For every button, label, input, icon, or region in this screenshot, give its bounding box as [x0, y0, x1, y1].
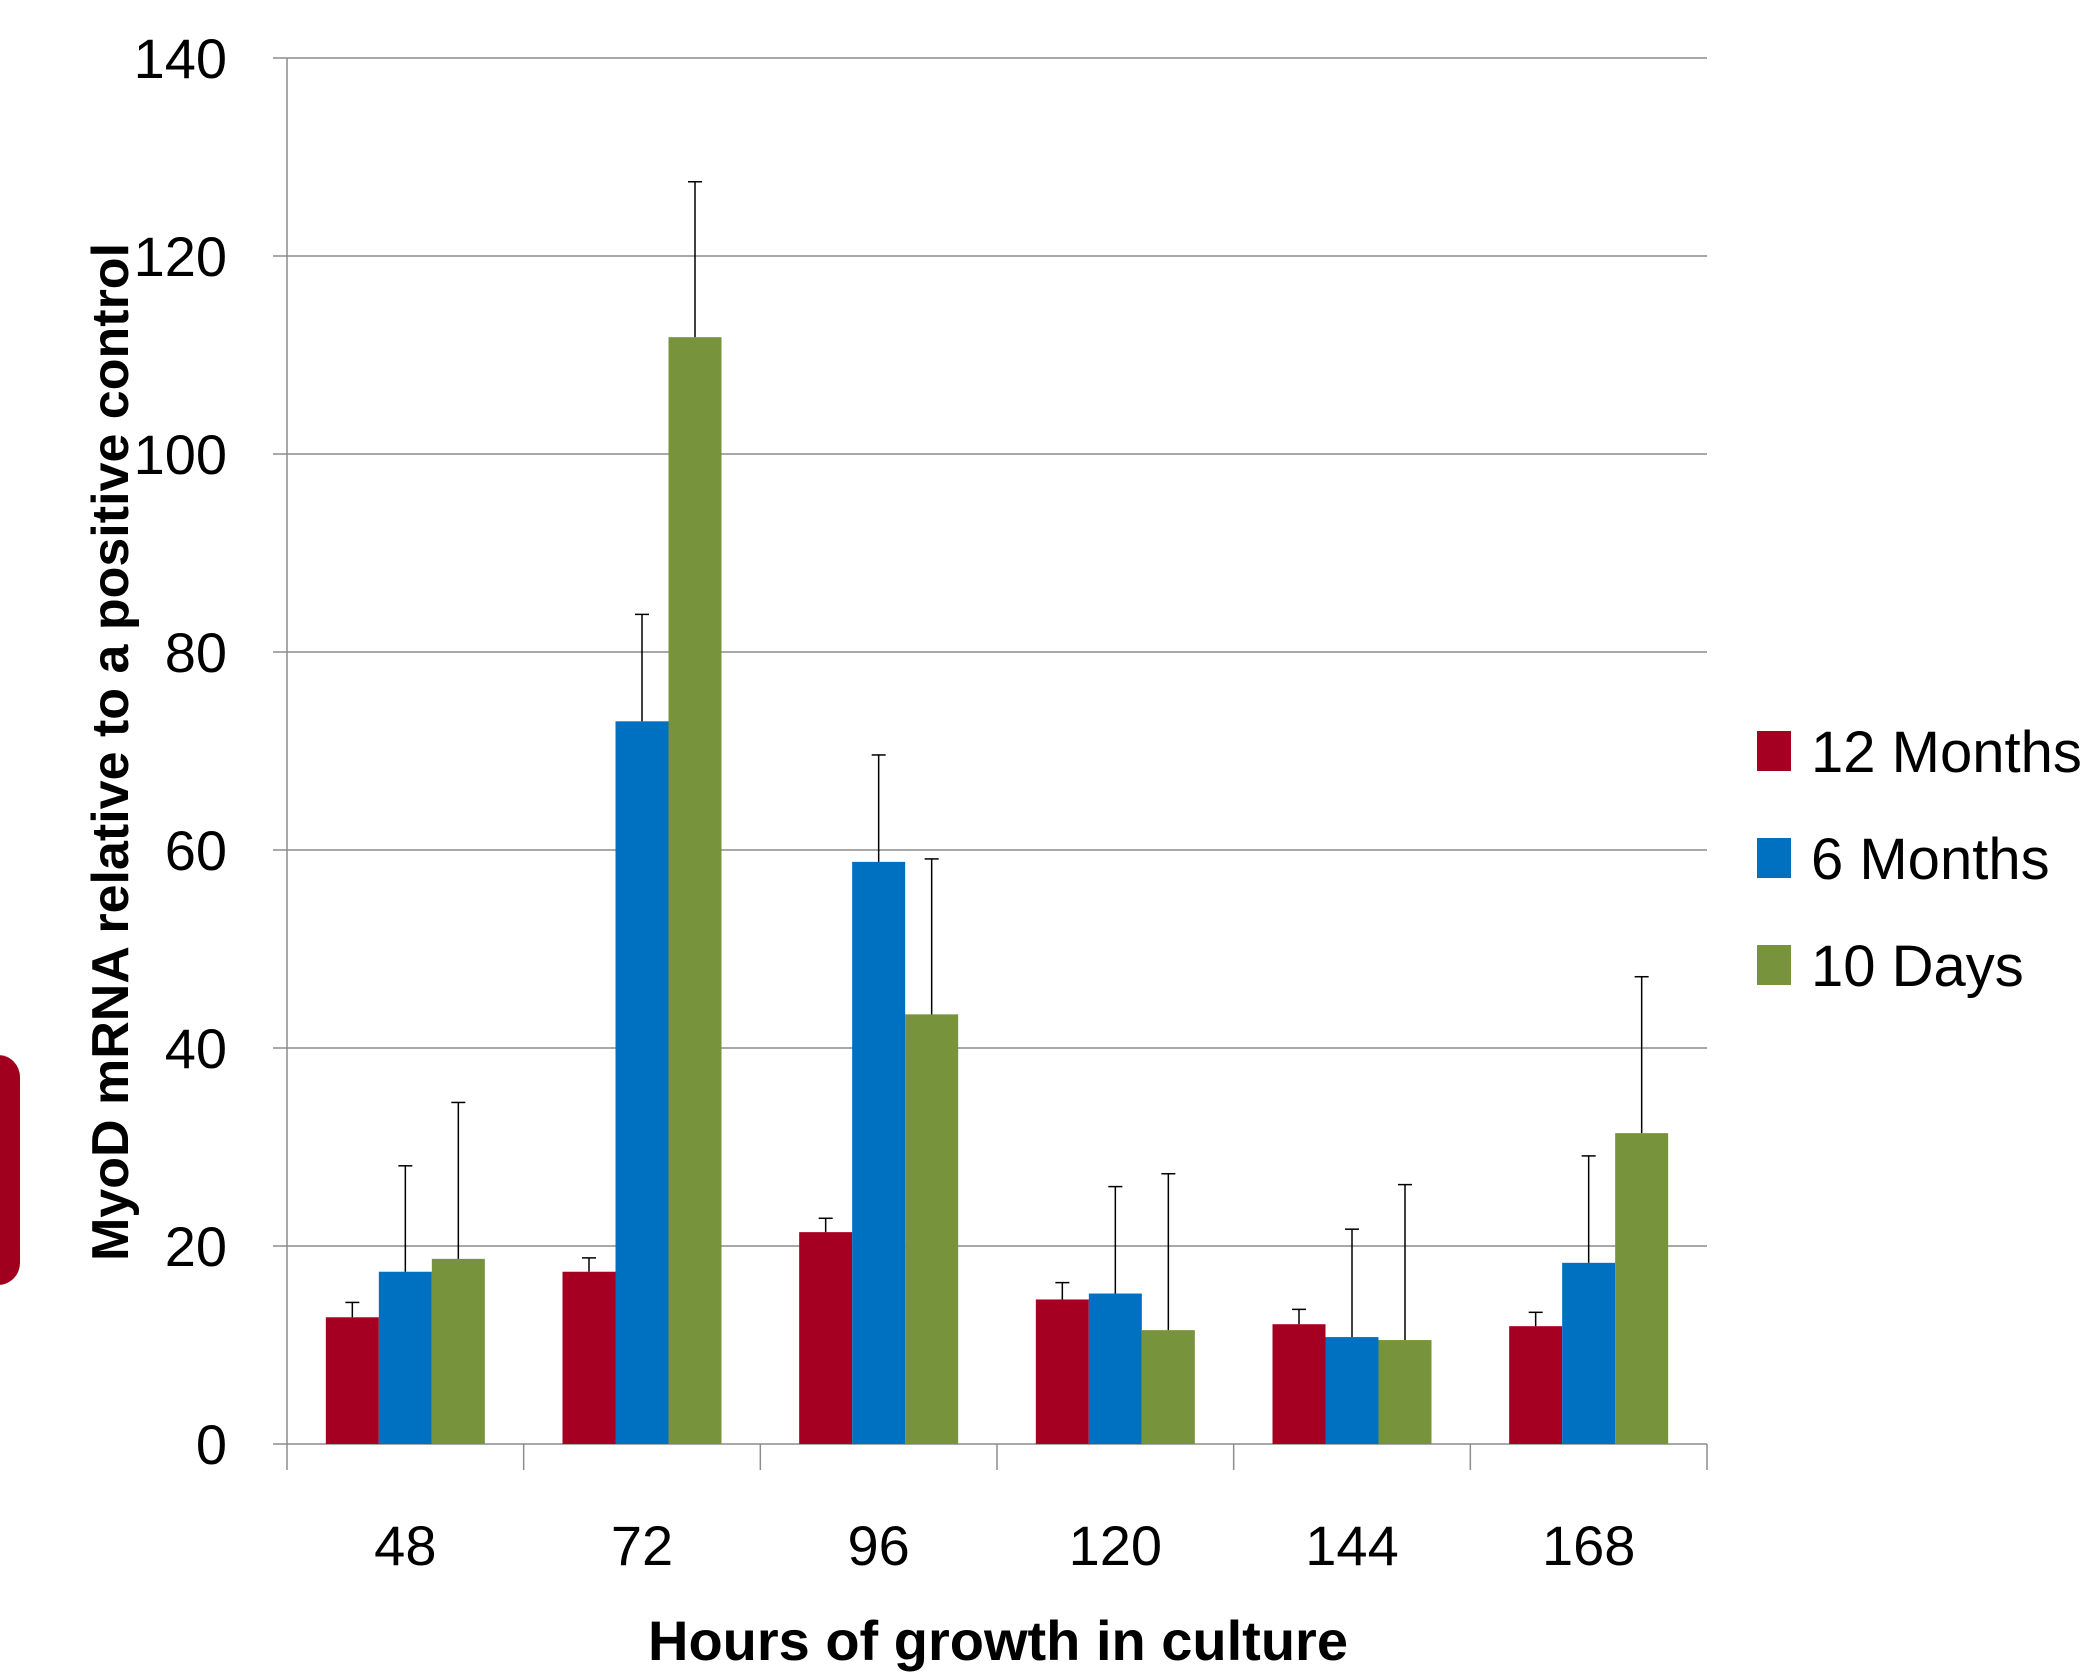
bar-10-days-48 — [431, 1258, 485, 1444]
y-axis-title: MyoD mRNA relative to a positive control — [82, 243, 140, 1261]
y-tick-label-80: 80 — [165, 621, 227, 684]
x-tick-label-144: 144 — [1305, 1514, 1398, 1577]
bar-6-months-120 — [1088, 1293, 1142, 1444]
x-tick-label-96: 96 — [848, 1514, 910, 1577]
bar-12-months-120 — [1035, 1299, 1089, 1444]
legend-label-10-days: 10 Days — [1811, 934, 2024, 999]
bar-6-months-168 — [1562, 1262, 1616, 1444]
bar-12-months-96 — [799, 1232, 853, 1444]
legend-swatch-10-days — [1757, 945, 1791, 985]
bar-10-days-72 — [668, 337, 722, 1445]
bars — [325, 337, 1669, 1445]
x-axis-title: Hours of growth in culture — [648, 1609, 1348, 1672]
legend: 12 Months 6 Months 10 Days — [1757, 720, 2082, 999]
bar-12-months-168 — [1509, 1326, 1563, 1444]
bar-6-months-72 — [615, 721, 669, 1444]
y-tick-label-0: 0 — [196, 1413, 227, 1476]
y-tick-label-140: 140 — [134, 27, 227, 90]
legend-swatch-6-months — [1757, 838, 1791, 878]
legend-label-12-months: 12 Months — [1811, 720, 2082, 785]
gridlines — [287, 57, 1707, 1247]
bar-10-days-144 — [1378, 1340, 1432, 1444]
bar-12-months-72 — [562, 1271, 616, 1444]
bar-10-days-96 — [905, 1014, 959, 1444]
legend-label-6-months: 6 Months — [1811, 827, 2050, 892]
side-tab-decoration — [0, 1055, 20, 1285]
x-tick-labels: 48 72 96 120 144 168 — [374, 1514, 1635, 1577]
bar-6-months-144 — [1325, 1337, 1379, 1444]
bar-12-months-48 — [325, 1317, 379, 1444]
y-tick-label-20: 20 — [165, 1215, 227, 1278]
x-tick-label-120: 120 — [1069, 1514, 1162, 1577]
bar-6-months-48 — [378, 1271, 432, 1444]
axes — [273, 57, 1708, 1470]
x-tick-label-72: 72 — [611, 1514, 673, 1577]
x-tick-label-48: 48 — [374, 1514, 436, 1577]
bar-10-days-168 — [1615, 1133, 1669, 1444]
bar-10-days-120 — [1141, 1330, 1195, 1444]
bar-12-months-144 — [1272, 1324, 1326, 1444]
y-tick-label-100: 100 — [134, 423, 227, 486]
x-tick-label-168: 168 — [1542, 1514, 1635, 1577]
bar-6-months-96 — [852, 861, 906, 1444]
y-tick-label-60: 60 — [165, 819, 227, 882]
legend-swatch-12-months — [1757, 731, 1791, 771]
y-tick-label-120: 120 — [134, 225, 227, 288]
y-tick-labels: 0 20 40 60 80 100 120 140 — [134, 27, 227, 1476]
y-tick-label-40: 40 — [165, 1017, 227, 1080]
error-bars — [345, 181, 1649, 1341]
